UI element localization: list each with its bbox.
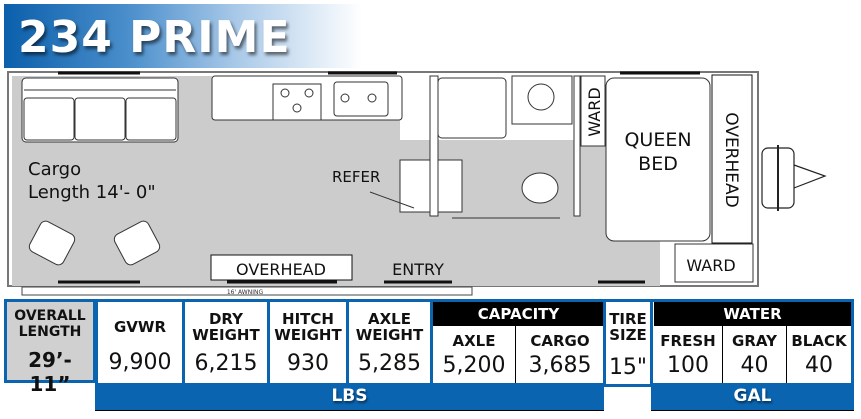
wardrobe-bottom bbox=[674, 243, 754, 283]
black-water-cell: BLACK 40 bbox=[787, 326, 851, 383]
fresh-label: FRESH bbox=[660, 332, 716, 350]
toilet bbox=[521, 172, 559, 204]
capacity-cargo-cell: CARGO 3,685 bbox=[516, 326, 604, 383]
dry-weight-cell: DRY WEIGHT 6,215 bbox=[185, 302, 267, 383]
overhead-front bbox=[711, 74, 753, 244]
windows bbox=[58, 71, 700, 284]
cargo-length-label: Length 14'- 0" bbox=[28, 182, 156, 203]
axle-weight-label: AXLE bbox=[368, 310, 411, 328]
tire-size-label: TIRE bbox=[609, 310, 647, 328]
capacity-axle-cell: AXLE 5,200 bbox=[433, 326, 515, 383]
fresh-water-cell: FRESH 100 bbox=[654, 326, 722, 383]
title-banner: 234 PRIME bbox=[4, 4, 362, 68]
overall-length-value: 29’- 11” bbox=[28, 348, 72, 396]
overhead-side bbox=[210, 254, 353, 281]
capacity-cargo-label: CARGO bbox=[530, 332, 590, 350]
gray-water-cell: GRAY 40 bbox=[723, 326, 786, 383]
awning-label: 16' AWNING bbox=[227, 289, 264, 296]
model-title: 234 PRIME bbox=[18, 12, 291, 63]
dry-weight-value: 6,215 bbox=[194, 351, 258, 376]
capacity-axle-label: AXLE bbox=[452, 332, 496, 350]
hitch-weight-label: HITCH bbox=[282, 310, 334, 328]
sofa bbox=[21, 77, 179, 143]
gvwr-cell: GVWR 9,900 bbox=[98, 302, 182, 383]
dry-weight-label: DRY bbox=[208, 310, 244, 328]
black-label: BLACK bbox=[791, 332, 847, 350]
hitch-weight-label-2: WEIGHT bbox=[274, 326, 342, 344]
gray-label: GRAY bbox=[732, 332, 777, 350]
axle-weight-value: 5,285 bbox=[358, 351, 421, 376]
queen-bed-label: QUEEN bbox=[624, 129, 691, 151]
axle-weight-cell: AXLE WEIGHT 5,285 bbox=[349, 302, 430, 383]
ward-top-label: WARD bbox=[585, 87, 604, 136]
overall-length-label: OVERALL bbox=[14, 308, 86, 324]
overall-length-label-2: LENGTH bbox=[18, 324, 82, 340]
floorplan: Cargo Length 14'- 0" REFER OVERHEAD ENTR… bbox=[7, 71, 827, 296]
overall-length-cell: OVERALL LENGTH 29’- 11” bbox=[4, 299, 96, 396]
water-header: WATER bbox=[654, 302, 851, 326]
fresh-value: 100 bbox=[667, 353, 709, 378]
gal-unit-bar: GAL bbox=[651, 383, 854, 411]
refer-leader bbox=[369, 191, 415, 209]
bathroom bbox=[429, 75, 581, 219]
shower bbox=[437, 77, 507, 139]
overhead-side-label: OVERHEAD bbox=[236, 260, 326, 279]
wardrobe-top bbox=[580, 75, 606, 147]
ward-bottom-label: WARD bbox=[686, 256, 735, 275]
tire-size-label-2: SIZE bbox=[609, 326, 647, 344]
hitch bbox=[761, 145, 827, 211]
gray-value: 40 bbox=[740, 353, 769, 378]
gvwr-value: 9,900 bbox=[108, 350, 172, 375]
awning bbox=[21, 286, 473, 296]
capacity-cargo-value: 3,685 bbox=[528, 353, 592, 378]
black-value: 40 bbox=[805, 353, 833, 378]
axle-weight-label-2: WEIGHT bbox=[355, 326, 424, 344]
overhead-front-label: OVERHEAD bbox=[721, 112, 741, 208]
capacity-header: CAPACITY bbox=[433, 302, 604, 326]
queen-bed bbox=[605, 77, 711, 242]
kitchen-counter bbox=[211, 75, 403, 121]
hitch-weight-cell: HITCH WEIGHT 930 bbox=[270, 302, 346, 383]
entry-label: ENTRY bbox=[392, 260, 444, 279]
refer-label: REFER bbox=[332, 168, 380, 186]
stove bbox=[272, 83, 322, 121]
chairs bbox=[28, 220, 161, 266]
tire-size-value: 15" bbox=[608, 355, 648, 380]
sink bbox=[333, 81, 389, 117]
capacity-axle-value: 5,200 bbox=[442, 353, 506, 378]
bed-label: BED bbox=[638, 153, 678, 175]
dry-weight-label-2: WEIGHT bbox=[192, 326, 260, 344]
hitch-weight-value: 930 bbox=[287, 351, 329, 376]
cargo-label: Cargo bbox=[28, 159, 81, 180]
lbs-unit-bar: LBS bbox=[95, 383, 604, 411]
tire-size-cell: TIRE SIZE 15" bbox=[603, 299, 653, 387]
gvwr-label: GVWR bbox=[113, 318, 167, 336]
